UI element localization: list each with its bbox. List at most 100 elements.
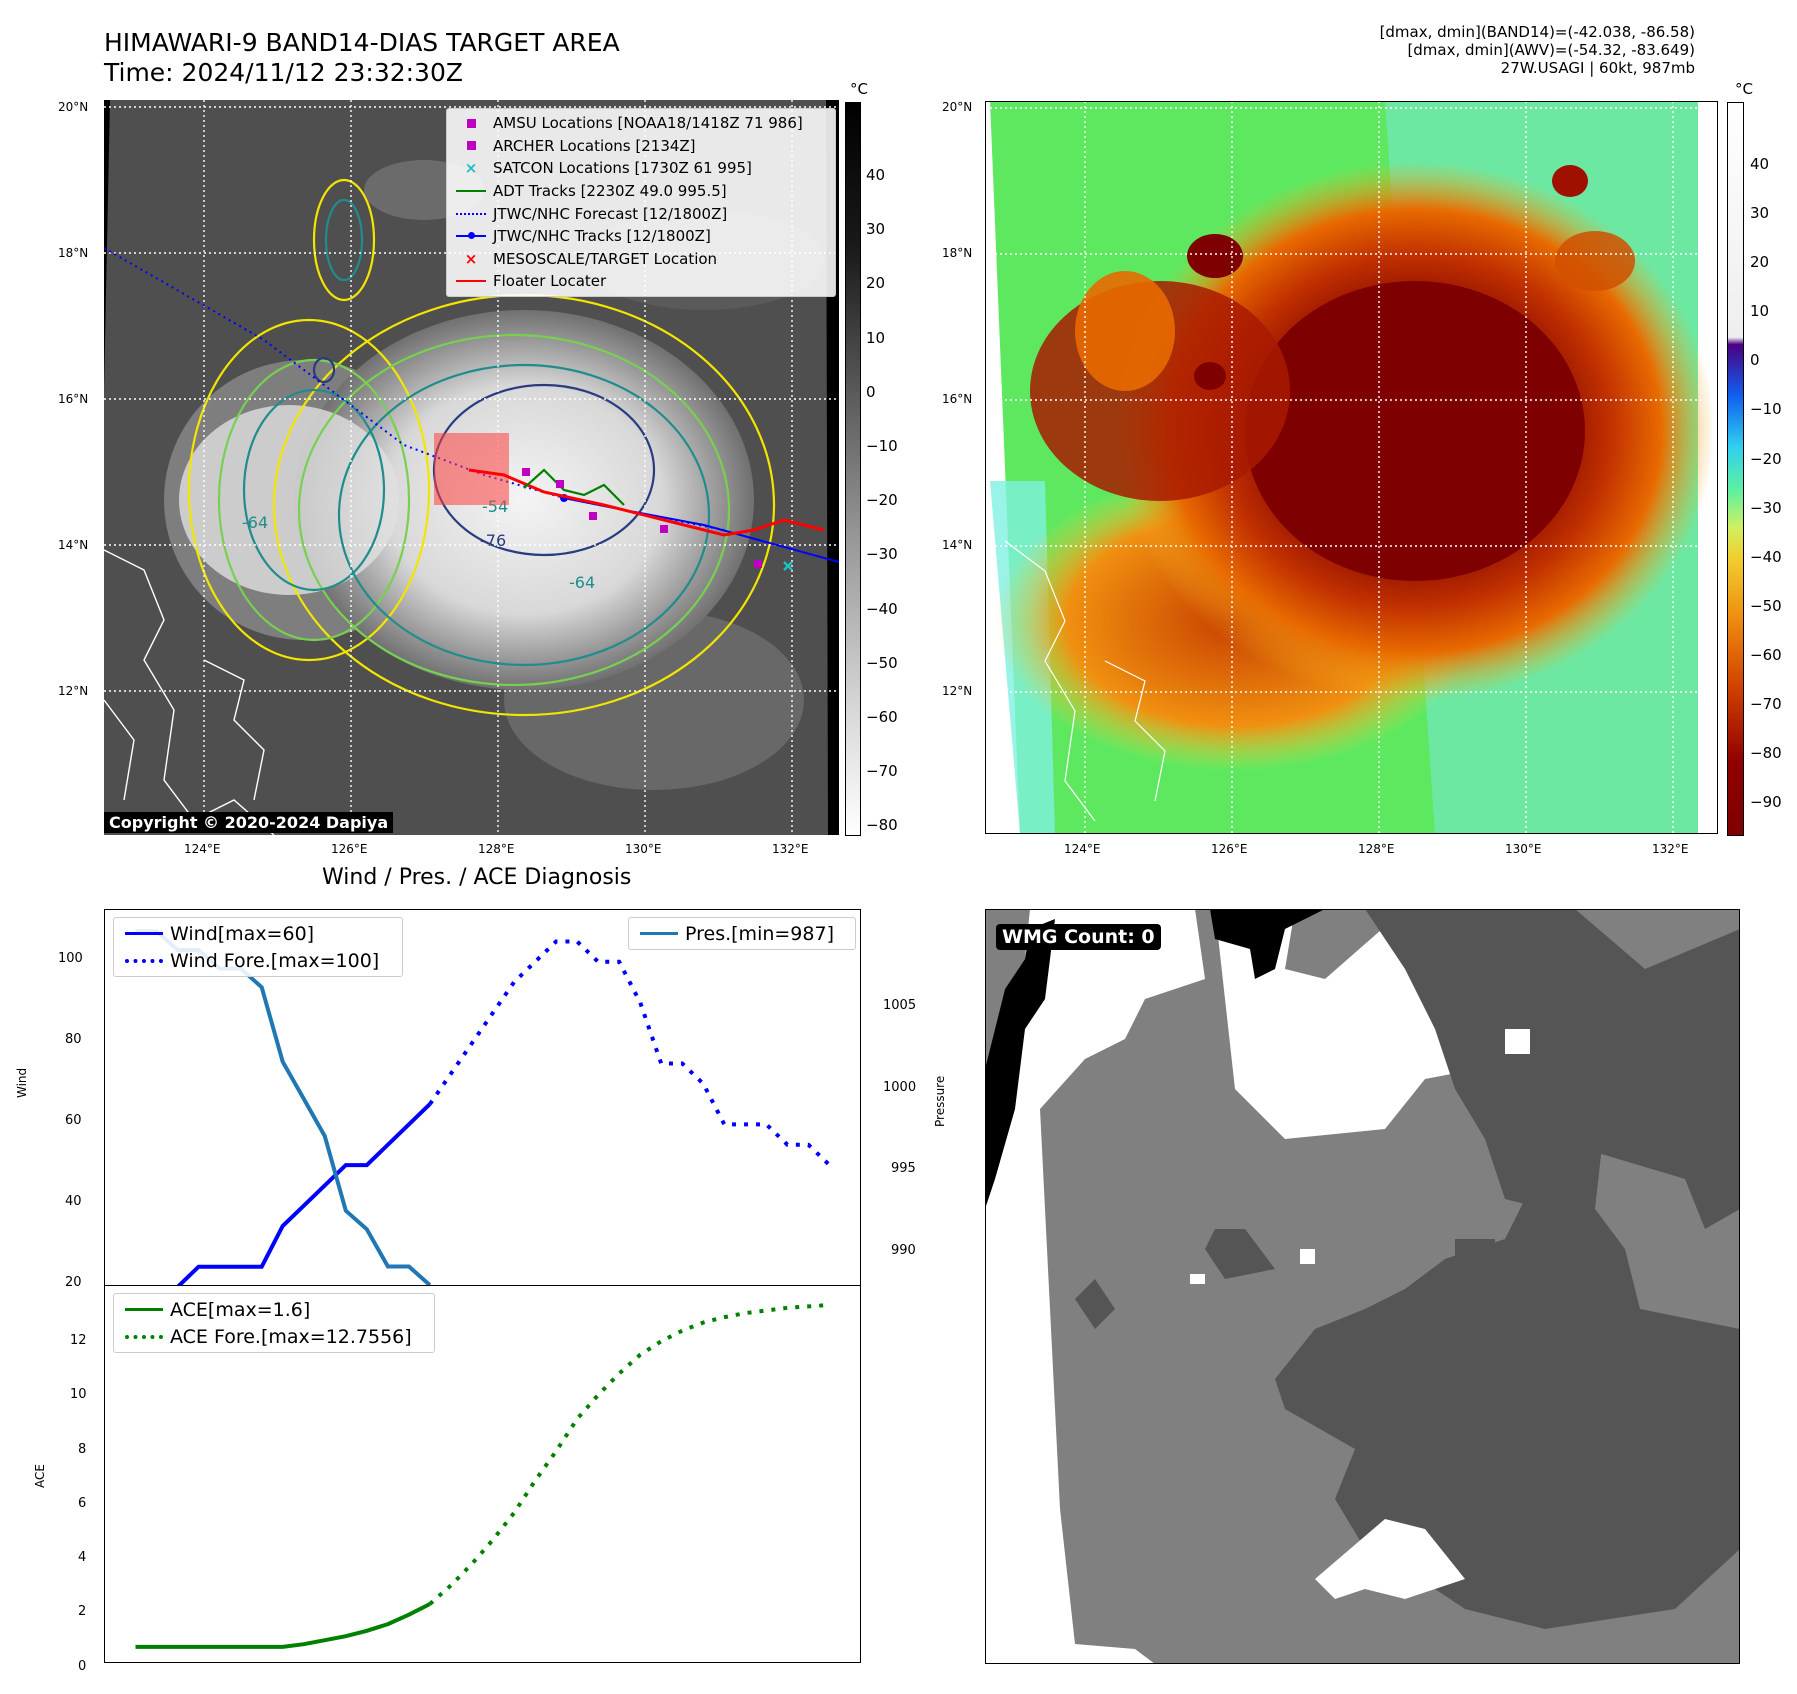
- lat-label-12n: 12°N: [58, 684, 89, 698]
- cbar-tick: −50: [866, 653, 898, 672]
- lon-label-130e-right: 130°E: [1505, 842, 1542, 856]
- line-marker-icon: [125, 932, 163, 935]
- pressure-tick: 1000: [883, 1079, 917, 1095]
- line-marker-icon: [125, 1308, 163, 1311]
- ace-tick: 8: [78, 1441, 87, 1457]
- map-title: HIMAWARI-9 BAND14-DIAS TARGET AREA Time:…: [104, 28, 620, 88]
- line-marker-icon: [456, 280, 486, 283]
- lat-label-12n-right: 12°N: [942, 684, 973, 698]
- legend-item-forecast: JTWC/NHC Forecast [12/1800Z]: [449, 202, 833, 225]
- pressure-ylabel: Pressure: [933, 1075, 947, 1127]
- lat-label-14n-right: 14°N: [942, 538, 973, 552]
- cbar-tick: 0: [866, 382, 876, 401]
- cbar-tick: −60: [1750, 645, 1782, 664]
- cbar-tick: 20: [866, 274, 886, 293]
- title-timestamp: Time: 2024/11/12 23:32:30Z: [104, 58, 463, 87]
- wind-tick-labels: 100 80 60 40 20: [58, 918, 83, 1323]
- contour-label: -64: [242, 513, 268, 532]
- legend-label: ARCHER Locations [2134Z]: [493, 136, 696, 155]
- legend-item-satcon: × SATCON Locations [1730Z 61 995]: [449, 157, 833, 180]
- lat-label-18n: 18°N: [58, 246, 89, 260]
- cbar-tick: −40: [1750, 547, 1782, 566]
- cbar-tick: −20: [866, 491, 898, 510]
- square-marker-icon: [466, 118, 476, 128]
- line-marker-icon: [456, 190, 486, 193]
- wmg-panel: [985, 909, 1740, 1664]
- wind-ylabel: Wind: [15, 1067, 29, 1098]
- legend-label: SATCON Locations [1730Z 61 995]: [493, 159, 752, 178]
- lon-label-126e-right: 126°E: [1211, 842, 1248, 856]
- cbar-tick: −50: [1750, 596, 1782, 615]
- legend-item-tracks: JTWC/NHC Tracks [12/1800Z]: [449, 225, 833, 248]
- wind-tick: 80: [65, 1032, 82, 1047]
- pressure-tick-labels: 1005 1000 995 990: [883, 965, 916, 1291]
- lon-label-132e-right: 132°E: [1652, 842, 1689, 856]
- colorbar-unit-right: °C: [1735, 80, 1753, 98]
- info-block: [dmax, dmin](BAND14)=(-42.038, -86.58) […: [1380, 23, 1695, 77]
- legend-wind: Wind[max=60]: [118, 920, 398, 947]
- lat-label-18n-right: 18°N: [942, 246, 973, 260]
- wind-tick: 40: [65, 1194, 82, 1209]
- ace-tick: 10: [70, 1387, 87, 1403]
- info-awv: [dmax, dmin](AWV)=(-54.32, -83.649): [1407, 41, 1695, 59]
- legend-label: ADT Tracks [2230Z 49.0 995.5]: [493, 182, 727, 201]
- legend-ace-fore: ACE Fore.[max=12.7556]: [118, 1323, 430, 1350]
- info-storm: 27W.USAGI | 60kt, 987mb: [1500, 59, 1695, 77]
- lon-label-124e-right: 124°E: [1064, 842, 1101, 856]
- square-marker-icon: [466, 141, 476, 151]
- legend-pressure: Pres.[min=987]: [633, 920, 851, 947]
- line-dot-icon: [456, 232, 486, 240]
- lat-label-16n: 16°N: [58, 392, 89, 406]
- cbar-tick: 30: [1750, 204, 1770, 223]
- lat-label-20n-right: 20°N: [942, 100, 973, 114]
- contour-label: -76: [480, 531, 506, 550]
- copyright-badge: Copyright © 2020-2024 Dapiya: [104, 812, 394, 833]
- cbar-tick: 10: [1750, 302, 1770, 321]
- colorbar-right-ticks: 40 30 20 10 0 −10 −20 −30 −40 −50 −60 −7…: [1750, 140, 1782, 827]
- cbar-tick: −20: [1750, 449, 1782, 468]
- lat-label-16n-right: 16°N: [942, 392, 973, 406]
- wmg-count-badge: WMG Count: 0: [996, 924, 1161, 950]
- dotted-line-icon: [125, 1334, 163, 1339]
- cbar-tick: −80: [866, 816, 898, 835]
- legend-label: Wind Fore.[max=100]: [170, 949, 380, 972]
- pressure-tick: 990: [891, 1242, 916, 1258]
- ace-tick: 12: [70, 1333, 87, 1348]
- cbar-tick: −10: [866, 437, 898, 456]
- lon-label-132e: 132°E: [772, 842, 809, 856]
- legend-item-amsu: AMSU Locations [NOAA18/1418Z 71 986]: [449, 112, 833, 135]
- lat-label-20n: 20°N: [58, 100, 89, 114]
- x-marker-icon: ×: [464, 159, 478, 178]
- contour-label: -64: [569, 573, 595, 592]
- cbar-tick: −70: [866, 762, 898, 781]
- pressure-tick: 1005: [883, 998, 917, 1013]
- wind-legend: Wind[max=60] Wind Fore.[max=100]: [113, 917, 403, 977]
- legend-label: Pres.[min=987]: [685, 922, 834, 945]
- cbar-tick: 40: [1750, 155, 1770, 173]
- legend-label: ACE Fore.[max=12.7556]: [170, 1325, 412, 1348]
- cbar-tick: −40: [866, 599, 898, 618]
- colorbar-left: [845, 102, 861, 836]
- ace-tick: 2: [78, 1604, 87, 1620]
- lon-label-130e: 130°E: [625, 842, 662, 856]
- legend-label: Floater Locater: [493, 272, 607, 291]
- dotted-line-icon: [125, 958, 163, 963]
- wind-tick: 20: [65, 1275, 82, 1290]
- wind-tick: 100: [58, 951, 83, 966]
- info-band14: [dmax, dmin](BAND14)=(-42.038, -86.58): [1379, 23, 1695, 41]
- cbar-tick: −10: [1750, 400, 1782, 419]
- colorbar-unit-left: °C: [850, 80, 868, 98]
- cbar-tick: 20: [1750, 253, 1770, 272]
- ace-tick: 4: [78, 1550, 87, 1566]
- cbar-tick: −30: [1750, 498, 1782, 517]
- lat-label-14n: 14°N: [58, 538, 89, 552]
- cbar-tick: −90: [1750, 793, 1782, 812]
- ace-tick: 0: [78, 1658, 87, 1674]
- legend-ace: ACE[max=1.6]: [118, 1296, 430, 1323]
- legend-label: JTWC/NHC Tracks [12/1800Z]: [493, 227, 711, 246]
- legend-item-target: × MESOSCALE/TARGET Location: [449, 248, 833, 271]
- legend-wind-fore: Wind Fore.[max=100]: [118, 947, 398, 974]
- legend-label: AMSU Locations [NOAA18/1418Z 71 986]: [493, 114, 803, 133]
- title-line1: HIMAWARI-9 BAND14-DIAS TARGET AREA: [104, 28, 620, 57]
- ace-series-0: [135, 1602, 431, 1649]
